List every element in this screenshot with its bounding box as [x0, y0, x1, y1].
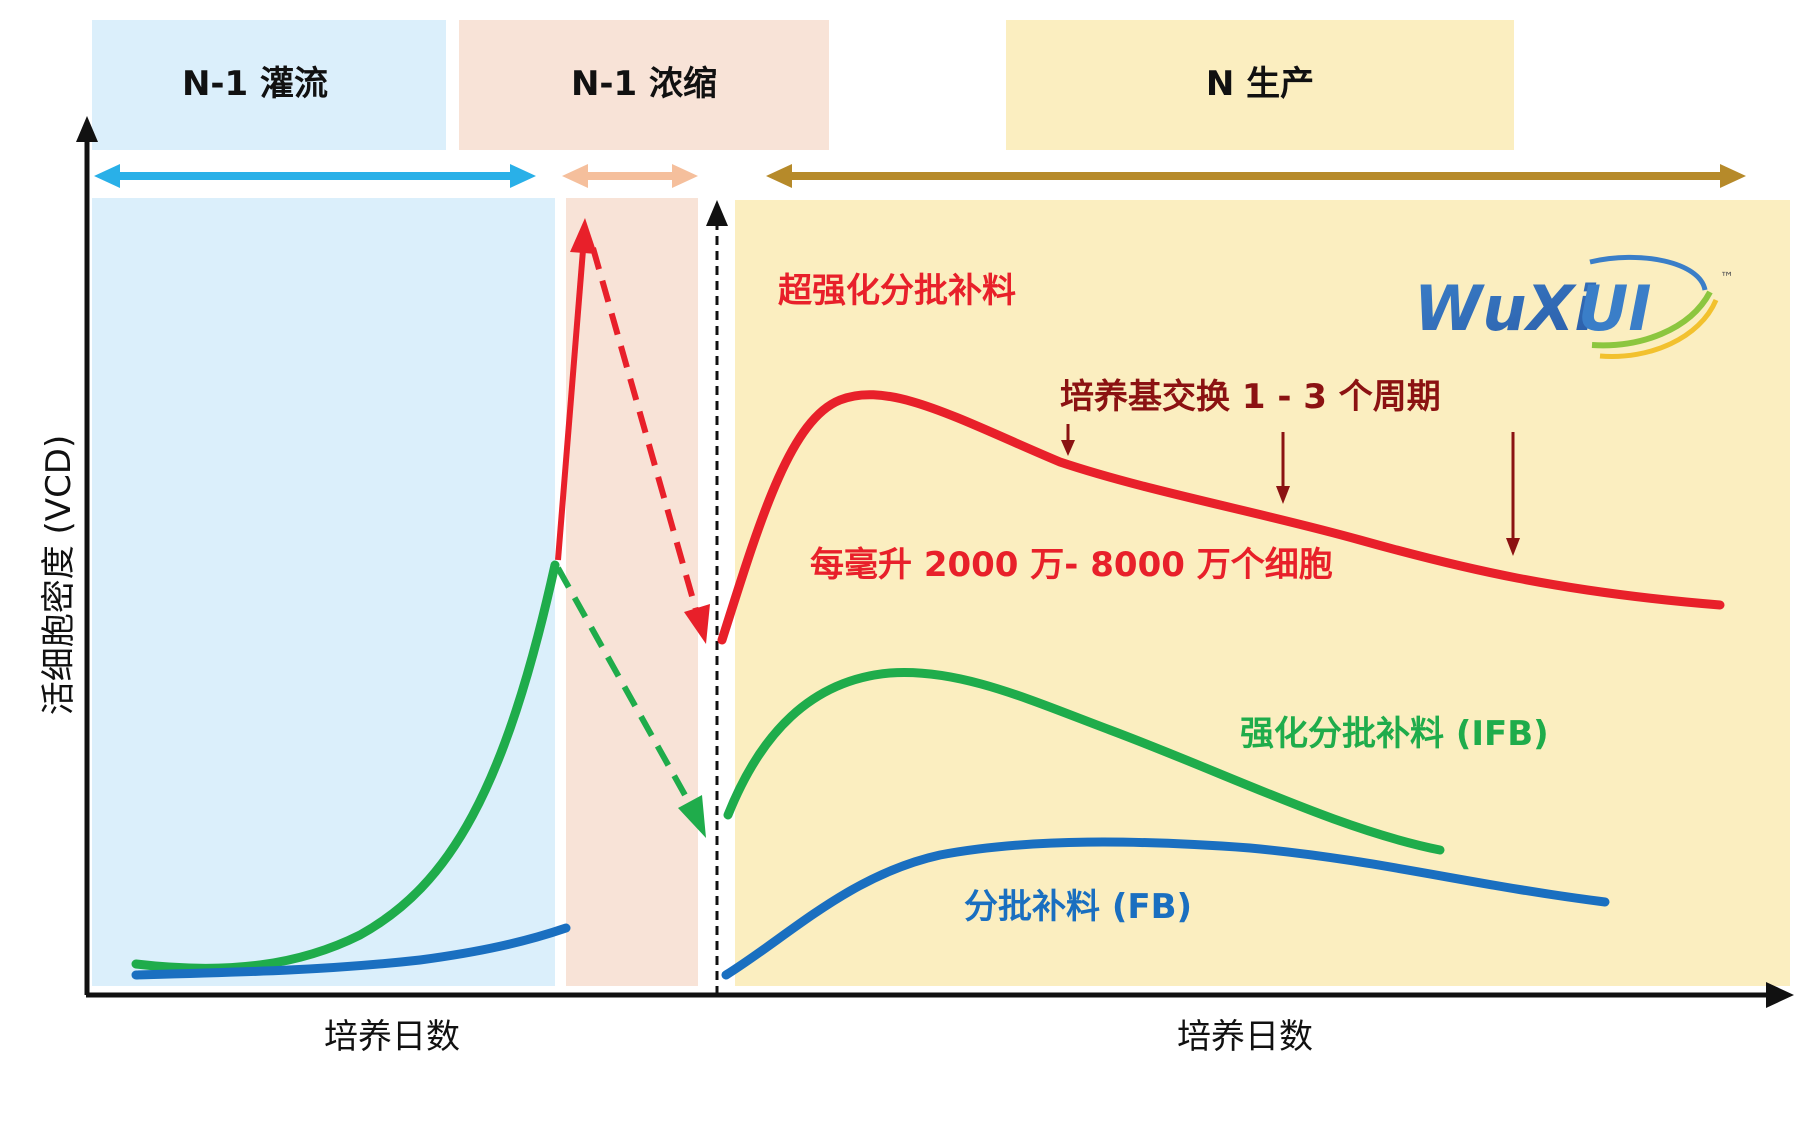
- logo-trademark: ™: [1720, 270, 1734, 286]
- perfusion-region: [92, 198, 555, 986]
- logo-swoosh-yellow: [1599, 298, 1719, 359]
- fb-label: 分批补料 (FB): [964, 887, 1192, 927]
- media-exchange-label: 培养基交换 1 - 3 个周期: [1060, 377, 1441, 417]
- concentration-green-arrow: [555, 566, 706, 838]
- logo-mark: UI: [1578, 272, 1651, 345]
- logo-swoosh-green: [1591, 290, 1713, 349]
- logo-swoosh-blue: [1589, 254, 1708, 291]
- phase-label-production: N 生产: [1206, 64, 1314, 104]
- logo-wordmark: WuXi: [1414, 272, 1596, 345]
- x-axis-label-left: 培养日数: [324, 1017, 460, 1057]
- phase-header-perfusion: N-1 灌流: [92, 20, 446, 150]
- fb-blue-curve: [721, 837, 1610, 980]
- media-exchange-arrow-2: [1276, 432, 1290, 504]
- uifb-red-curve: [717, 390, 1725, 645]
- concentration-region: [566, 198, 698, 986]
- phase-header-concentration: N-1 浓缩: [459, 20, 829, 150]
- concentration-red-arrow: [555, 218, 710, 644]
- y-axis: [76, 116, 98, 995]
- cell-density-label: 每毫升 2000 万- 8000 万个细胞: [810, 545, 1333, 585]
- x-axis-label-right: 培养日数: [1177, 1017, 1313, 1057]
- phase-label-concentration: N-1 浓缩: [571, 64, 717, 104]
- perfusion-range-arrow: [94, 164, 536, 188]
- y-axis-label: 活细胞密度 (VCD): [39, 435, 79, 716]
- ifb-label: 强化分批补料 (IFB): [1240, 714, 1549, 754]
- phase-header-production: N 生产: [1006, 20, 1514, 150]
- x-axis: [86, 982, 1794, 1008]
- inoculation-divider: [706, 200, 728, 995]
- phase-label-perfusion: N-1 灌流: [182, 64, 328, 104]
- media-exchange-arrow-3: [1506, 432, 1520, 556]
- wuxi-logo: WuXi UI ™: [1414, 254, 1734, 359]
- production-range-arrow: [766, 164, 1746, 188]
- perfusion-green-curve: [131, 560, 560, 973]
- ifb-green-curve: [723, 667, 1445, 855]
- uifb-label: 超强化分批补料: [778, 271, 1016, 311]
- media-exchange-arrow-1: [1061, 424, 1075, 456]
- concentration-range-arrow: [562, 164, 698, 188]
- perfusion-blue-curve: [131, 923, 571, 980]
